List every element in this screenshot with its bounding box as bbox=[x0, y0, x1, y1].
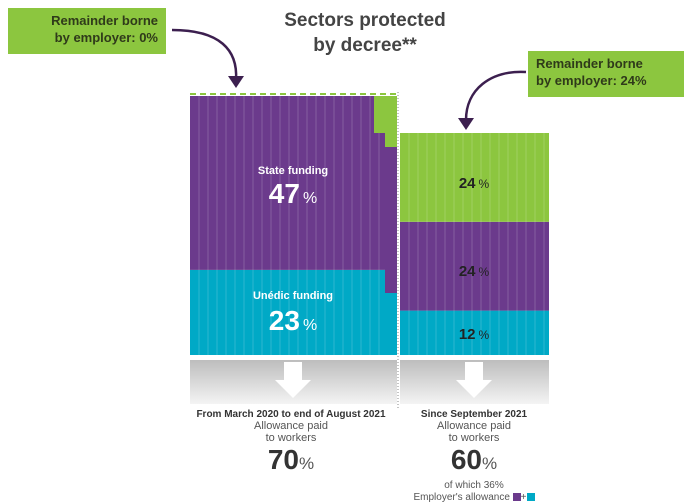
segment-value-number: 47 bbox=[269, 178, 300, 209]
chart-title: Sectors protected by decree** bbox=[240, 8, 490, 58]
callout-right-line-2: by employer: 24% bbox=[536, 73, 647, 88]
callout-left-line-1: Remainder borne bbox=[51, 13, 158, 28]
period-1-label: From March 2020 to end of August 2021 bbox=[196, 409, 386, 420]
bar-segment-1-2 bbox=[400, 133, 549, 222]
period-2-note2: Employer's allowance bbox=[413, 492, 510, 503]
period-1-summary: From March 2020 to end of August 2021 Al… bbox=[183, 409, 399, 480]
period-2-note2-line: Employer's allowance + bbox=[404, 492, 544, 504]
title-line-1: Sectors protected bbox=[284, 10, 446, 31]
callout-right-arrow-head bbox=[458, 118, 474, 130]
segment-value-0: 47% bbox=[269, 178, 317, 209]
title-line-2: by decree** bbox=[313, 35, 417, 56]
transition-green-1 bbox=[374, 96, 397, 133]
callout-left-arrow-head bbox=[228, 76, 244, 88]
down-arrow-1 bbox=[456, 362, 492, 398]
segment-value-1: 23% bbox=[269, 305, 317, 336]
period-1-unit: % bbox=[299, 454, 315, 473]
period-2-allowance: 60% bbox=[404, 444, 544, 480]
period-2-value: 60 bbox=[450, 444, 483, 475]
segment-value-unit: % bbox=[303, 190, 317, 207]
callout-employer-0: Remainder borne by employer: 0% bbox=[8, 8, 166, 54]
period-1-sub2: to workers bbox=[265, 432, 317, 444]
bar-segment-0-0 bbox=[190, 269, 397, 355]
segment-value-unit: % bbox=[479, 177, 490, 191]
segment-value-unit: % bbox=[303, 317, 317, 334]
segment-value-number: 24 bbox=[459, 175, 476, 192]
legend-purple-swatch bbox=[512, 493, 521, 502]
period-2-unit: % bbox=[482, 454, 498, 473]
segment-value-3: 24% bbox=[459, 263, 490, 280]
segment-value-4: 12% bbox=[459, 326, 490, 343]
segment-name-1: Unédic funding bbox=[253, 290, 333, 302]
period-1-value: 70 bbox=[267, 444, 300, 475]
callout-employer-24: Remainder borne by employer: 24% bbox=[528, 51, 684, 97]
period-2-summary: Since September 2021 Allowance paid to w… bbox=[404, 409, 544, 504]
period-2-label: Since September 2021 bbox=[420, 409, 528, 420]
segment-value-unit: % bbox=[479, 328, 490, 342]
down-arrow-0 bbox=[275, 362, 311, 398]
segment-value-2: 24% bbox=[459, 175, 490, 192]
legend-plus: + bbox=[520, 492, 527, 503]
callout-right-line-1: Remainder borne bbox=[536, 56, 643, 71]
legend-cyan-swatch bbox=[526, 493, 535, 502]
bar-segment-1-1 bbox=[400, 221, 549, 311]
period-1-allowance: 70% bbox=[183, 444, 399, 480]
period-2-sub2: to workers bbox=[448, 432, 500, 444]
segment-value-number: 12 bbox=[459, 326, 476, 343]
callout-right-arrow-path bbox=[464, 70, 527, 121]
transition-green-2 bbox=[385, 133, 397, 147]
bar-segment-0-1 bbox=[190, 96, 397, 270]
period-2-note1: of which 36% bbox=[444, 480, 504, 491]
transition-cyan-step bbox=[385, 293, 397, 355]
segment-value-unit: % bbox=[479, 265, 490, 279]
segment-value-number: 24 bbox=[459, 263, 476, 280]
callout-left-line-2: by employer: 0% bbox=[54, 30, 158, 45]
transition-purple-step bbox=[385, 147, 397, 293]
bar-segment-1-0 bbox=[400, 310, 549, 355]
period-2-sub1: Allowance paid bbox=[437, 420, 511, 432]
segment-name-0: State funding bbox=[258, 165, 328, 177]
segment-value-number: 23 bbox=[269, 305, 300, 336]
callout-left-arrow-path bbox=[171, 28, 238, 81]
period-1-sub1: Allowance paid bbox=[254, 420, 328, 432]
